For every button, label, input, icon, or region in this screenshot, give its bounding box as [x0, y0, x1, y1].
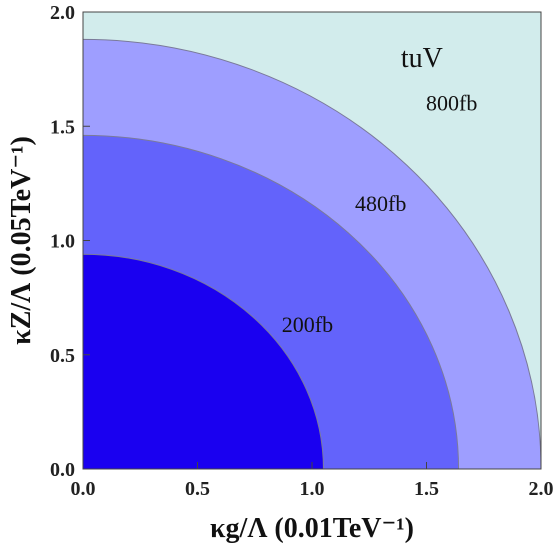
contour-label-800fb: 800fb [426, 90, 477, 115]
x-axis-ticks: 0.0 0.5 1.0 1.5 2.0 [71, 462, 554, 500]
y-tick-label: 2.0 [50, 2, 75, 24]
y-tick-label: 1.5 [50, 116, 75, 138]
x-axis-label: κg/Λ (0.01TeV⁻¹) [210, 513, 414, 544]
y-tick-label: 0.5 [50, 345, 75, 367]
contour-regions [83, 38, 541, 469]
x-tick-label: 2.0 [529, 478, 554, 500]
contour-labels: 800fb 480fb 200fb [282, 90, 478, 337]
y-axis-ticks: 0.0 0.5 1.0 1.5 2.0 [50, 2, 90, 481]
y-tick-label: 0.0 [50, 459, 75, 481]
x-tick-label: 0.0 [71, 478, 96, 500]
contour-label-480fb: 480fb [355, 191, 406, 216]
contour-label-200fb: 200fb [282, 312, 333, 337]
y-axis-label: κZ/Λ (0.05TeV⁻¹) [6, 136, 37, 345]
x-tick-label: 1.5 [414, 478, 439, 500]
x-tick-label: 1.0 [300, 478, 325, 500]
x-tick-label: 0.5 [185, 478, 210, 500]
model-annotation: tuV [401, 43, 443, 74]
y-tick-label: 1.0 [50, 231, 75, 253]
contour-region-200fb [83, 253, 324, 469]
